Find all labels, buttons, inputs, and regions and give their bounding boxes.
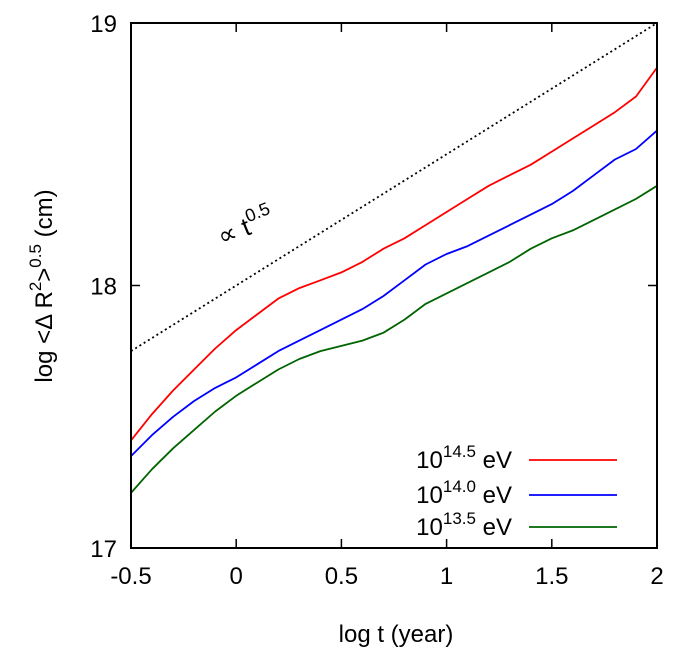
y-tick-label: 19 [90,11,117,38]
y-tick-label: 17 [90,536,117,563]
legend-label-base: 10 [416,514,443,541]
x-axis-title: log t (year) [339,621,454,648]
legend-label-base: 10 [416,482,443,509]
legend-label-13-5: 1013.5 eV [416,509,512,541]
legend-label-exponent: 14.0 [443,477,476,496]
legend-label-unit: eV [476,482,512,509]
legend-label-unit: eV [476,514,512,541]
y-axis-title-sup1: 2 [26,282,45,291]
y-axis-title: log <Δ R2>0.5 (cm) [26,189,58,382]
reference-line-t-0.5 [130,22,658,352]
y-axis-title-sup2: 0.5 [26,244,45,268]
series-line-14-0 [130,129,658,457]
ticks-layer [130,22,658,549]
series-line-13-5 [130,185,658,494]
y-axis-title-suffix: (cm) [31,189,58,244]
x-tick-label: 2 [650,563,663,590]
x-tick-label: -0.5 [110,563,151,590]
legend-label-base: 10 [416,447,443,474]
legend-label-exponent: 13.5 [443,509,476,528]
series-line-14-5 [130,67,658,441]
plot-frame [130,22,658,549]
x-tick-label: 1.5 [535,563,568,590]
y-axis-title-prefix: log <Δ R [31,291,58,382]
y-tick-label: 18 [90,274,117,301]
power-law-annotation: ∝ t0.5 [212,198,279,251]
reference-line-layer [130,22,658,352]
legend-label-unit: eV [476,447,512,474]
x-tick-label: 1 [440,563,453,590]
legend-label-14-0: 1014.0 eV [416,477,512,509]
legend-label-14-5: 1014.5 eV [416,442,512,474]
x-tick-label: 0.5 [325,563,358,590]
legend-label-exponent: 14.5 [443,442,476,461]
x-tick-label: 0 [230,563,243,590]
series-layer [130,67,658,494]
y-axis-title-mid: > [31,268,58,282]
tick-labels-layer: -0.5 0 0.5 1 1.5 2 17 18 19 [90,11,663,590]
